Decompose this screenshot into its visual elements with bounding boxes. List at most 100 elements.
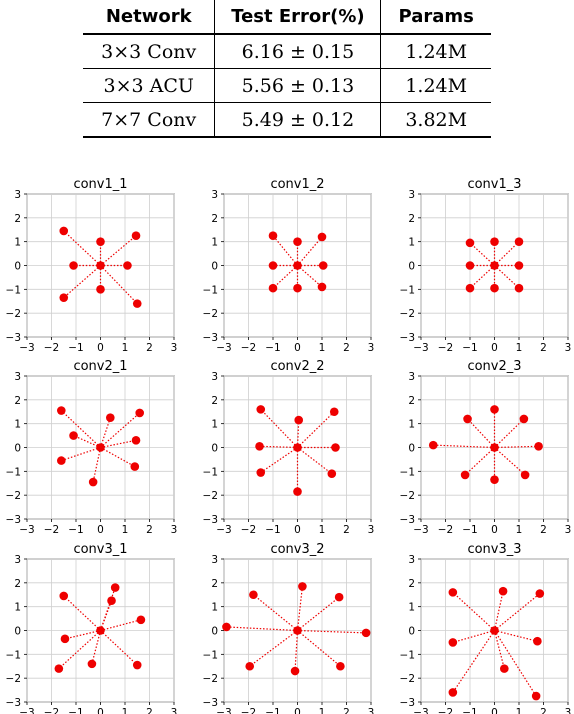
offset-line — [61, 446, 101, 462]
x-tick-label: −3 — [216, 524, 231, 536]
y-tick-label: −3 — [203, 514, 218, 526]
x-tick-label: −2 — [44, 524, 59, 536]
x-tick-label: 0 — [97, 342, 104, 354]
x-tick-label: 1 — [122, 524, 129, 536]
center-point — [293, 443, 302, 452]
table-row: 3×3 Conv 6.16 ± 0.15 1.24M — [83, 34, 491, 69]
offset-line — [297, 596, 340, 631]
data-point — [54, 664, 64, 673]
offset-line — [493, 591, 504, 631]
table-cell: 5.49 ± 0.12 — [214, 102, 382, 138]
data-point — [361, 628, 371, 638]
data-point — [107, 596, 116, 606]
y-tick-label: −2 — [400, 673, 415, 685]
offset-line — [92, 447, 102, 483]
data-point — [293, 237, 302, 246]
y-tick-label: 2 — [408, 213, 415, 225]
x-tick-label: −3 — [413, 342, 428, 354]
x-tick-label: 1 — [122, 707, 129, 714]
offset-line — [99, 600, 113, 631]
x-tick-label: 0 — [294, 342, 301, 354]
x-tick-label: −1 — [462, 707, 477, 714]
center-point — [96, 443, 105, 452]
data-point — [465, 238, 475, 248]
data-point — [88, 477, 98, 487]
data-point — [256, 405, 266, 414]
plot-title: conv3_1 — [73, 542, 127, 557]
plot-title: conv1_3 — [467, 177, 521, 192]
y-tick-label: 1 — [211, 237, 218, 249]
x-tick-label: 3 — [565, 524, 572, 536]
data-point — [130, 462, 140, 471]
data-point — [531, 691, 541, 701]
y-tick-label: −1 — [203, 466, 218, 478]
offset-line — [100, 439, 137, 449]
x-tick-label: −2 — [438, 524, 453, 536]
offset-line — [297, 629, 367, 634]
offset-line — [433, 444, 495, 449]
x-tick-label: −1 — [462, 524, 477, 536]
data-point — [222, 622, 231, 632]
x-tick-label: −1 — [265, 342, 280, 354]
scatter-plot: conv1_3 −3−3 −2 −2 −1 −1 0 0 1 1 2 2 3 3 — [400, 177, 572, 354]
offset-line — [249, 630, 298, 667]
x-tick-label: 3 — [171, 524, 178, 536]
data-point — [498, 586, 508, 596]
data-point — [132, 660, 142, 670]
data-point — [69, 261, 78, 270]
center-point — [96, 626, 105, 635]
y-tick-label: 0 — [14, 261, 21, 273]
x-tick-label: 2 — [343, 707, 350, 714]
offset-line — [494, 418, 525, 448]
x-tick-label: −2 — [438, 707, 453, 714]
y-tick-label: 3 — [408, 189, 415, 201]
offset-line — [494, 445, 539, 449]
x-tick-label: −3 — [216, 342, 231, 354]
x-tick-label: −2 — [438, 342, 453, 354]
y-tick-label: −2 — [400, 308, 415, 320]
x-tick-label: 2 — [146, 707, 153, 714]
x-tick-label: 2 — [146, 342, 153, 354]
data-point — [514, 261, 524, 270]
offset-line — [260, 447, 298, 474]
x-tick-label: −1 — [265, 524, 280, 536]
y-tick-label: 3 — [408, 371, 415, 383]
y-tick-label: 3 — [14, 554, 21, 566]
data-point — [132, 299, 142, 308]
data-point — [448, 588, 458, 597]
x-tick-label: 1 — [516, 524, 523, 536]
y-tick-label: −2 — [6, 308, 21, 320]
y-tick-label: −3 — [203, 697, 218, 709]
scatter-plot: conv3_1 −3−3 −2 −2 −1 −1 0 0 1 1 2 2 3 3 — [6, 542, 178, 714]
y-tick-label: −1 — [400, 649, 415, 661]
data-point — [298, 582, 307, 591]
data-point — [131, 436, 141, 445]
y-tick-label: 0 — [408, 443, 415, 455]
plot-title: conv1_1 — [73, 177, 127, 192]
data-point — [293, 487, 302, 496]
table-cell: 1.24M — [380, 34, 491, 69]
data-point — [57, 406, 66, 415]
data-point — [57, 456, 66, 465]
y-tick-label: 2 — [14, 213, 21, 225]
offset-line — [260, 408, 298, 448]
y-tick-label: 1 — [14, 602, 21, 614]
x-tick-label: −1 — [68, 342, 83, 354]
data-point — [428, 440, 438, 450]
data-point — [69, 431, 78, 440]
x-tick-label: 2 — [540, 342, 547, 354]
data-point — [60, 634, 70, 644]
data-point — [520, 470, 530, 480]
y-tick-label: 0 — [408, 626, 415, 638]
y-tick-label: −3 — [400, 697, 415, 709]
data-point — [59, 591, 69, 601]
offset-line — [494, 241, 520, 266]
x-tick-label: 0 — [294, 707, 301, 714]
x-tick-label: 3 — [171, 707, 178, 714]
table-cell: 7×7 Conv — [83, 102, 216, 138]
data-point — [245, 661, 255, 671]
offset-line — [297, 447, 333, 475]
data-point — [249, 590, 258, 600]
data-point — [519, 414, 529, 424]
x-tick-label: 2 — [146, 524, 153, 536]
